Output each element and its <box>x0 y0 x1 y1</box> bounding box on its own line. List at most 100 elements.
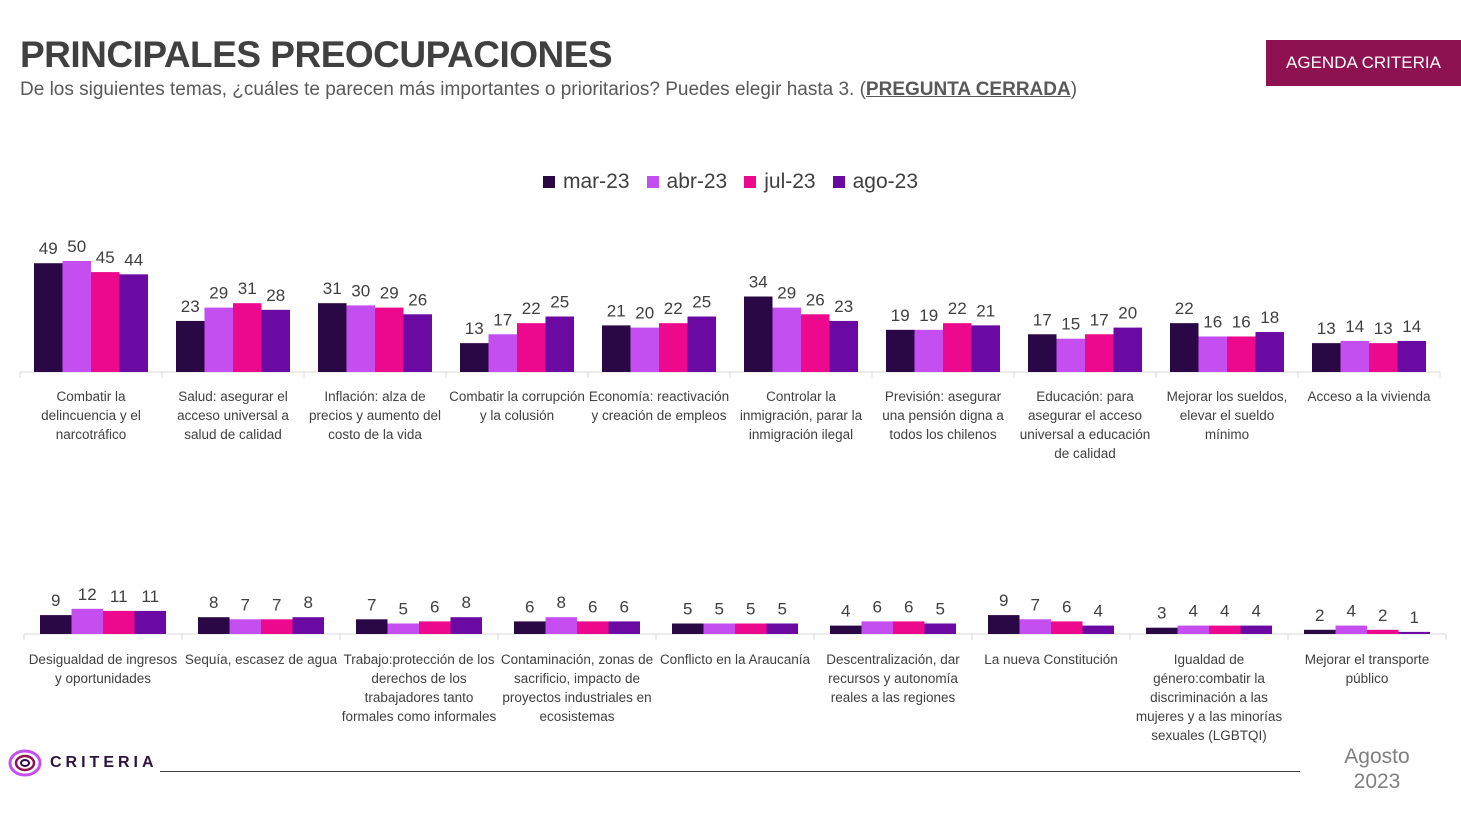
bar-ago-23 <box>924 623 956 634</box>
legend-item-ago-23: ago-23 <box>832 170 918 194</box>
bar-abr-23 <box>630 327 659 372</box>
bar-value-label: 8 <box>209 593 218 612</box>
bar-ago-23 <box>971 325 1000 372</box>
legend-swatch <box>543 176 555 188</box>
category-label: Sequía, escasez de agua <box>184 652 338 667</box>
bar-jul-23 <box>517 323 546 372</box>
bar-jul-23 <box>659 323 688 372</box>
category-label: Conflicto en la Araucanía <box>659 652 811 667</box>
category-label: Trabajo:protección de los derechos de lo… <box>341 652 497 724</box>
agenda-criteria-badge: AGENDA CRITERIA <box>1266 40 1461 86</box>
legend-item-mar-23: mar-23 <box>543 170 630 194</box>
bar-ago-23 <box>119 274 148 372</box>
bar-value-label: 7 <box>367 595 376 614</box>
bar-mar-23 <box>830 625 862 634</box>
bar-mar-23 <box>356 619 388 634</box>
bar-value-label: 4 <box>841 602 850 621</box>
bar-abr-23 <box>62 261 91 372</box>
bar-jul-23 <box>375 307 404 372</box>
bar-value-label: 4 <box>1094 602 1103 621</box>
bar-value-label: 2 <box>1315 606 1324 625</box>
bar-ago-23 <box>1398 631 1430 634</box>
bar-value-label: 22 <box>1175 299 1194 318</box>
bar-mar-23 <box>1170 323 1199 372</box>
bar-mar-23 <box>672 623 704 634</box>
bar-value-label: 8 <box>462 593 471 612</box>
bar-value-label: 8 <box>304 593 313 612</box>
bar-value-label: 20 <box>1118 304 1137 323</box>
category-label: Mejorar el transporte público <box>1304 652 1430 686</box>
bar-value-label: 28 <box>266 286 285 305</box>
bar-value-label: 6 <box>620 597 629 616</box>
legend-label: mar-23 <box>563 170 630 193</box>
bar-jul-23 <box>233 303 262 372</box>
bar-mar-23 <box>1304 629 1336 634</box>
bar-value-label: 25 <box>692 293 711 312</box>
category-label: Contaminación, zonas de sacrificio, impa… <box>500 652 654 724</box>
bar-abr-23 <box>772 307 801 372</box>
bar-ago-23 <box>1113 327 1142 372</box>
bar-value-label: 26 <box>408 290 427 309</box>
bar-abr-23 <box>861 621 893 634</box>
bar-mar-23 <box>744 296 773 372</box>
bar-jul-23 <box>1227 336 1256 372</box>
bar-ago-23 <box>687 316 716 372</box>
bar-ago-23 <box>292 617 324 634</box>
page-subtitle: De los siguientes temas, ¿cuáles te pare… <box>20 79 1077 101</box>
bar-ago-23 <box>450 617 482 634</box>
category-label: La nueva Constitución <box>984 652 1118 667</box>
bar-value-label: 31 <box>238 279 257 298</box>
legend-swatch <box>744 176 757 188</box>
report-date: Agosto 2023 <box>1318 744 1436 794</box>
bar-value-label: 5 <box>746 600 755 619</box>
bar-mar-23 <box>34 263 63 372</box>
bar-value-label: 13 <box>465 319 484 338</box>
bar-ago-23 <box>1397 340 1426 372</box>
bar-value-label: 11 <box>110 587 128 606</box>
bar-ago-23 <box>766 623 798 634</box>
bar-value-label: 17 <box>493 310 512 329</box>
bar-value-label: 3 <box>1157 604 1166 623</box>
bar-value-label: 15 <box>1061 315 1080 334</box>
bar-abr-23 <box>1198 336 1227 372</box>
bar-value-label: 6 <box>525 597 534 616</box>
bar-ago-23 <box>261 309 290 372</box>
footer-divider <box>160 771 1300 772</box>
bar-value-label: 4 <box>1220 602 1229 621</box>
bar-mar-23 <box>40 615 72 634</box>
report-month: Agosto <box>1344 745 1410 768</box>
bar-jul-23 <box>1085 334 1114 372</box>
bar-mar-23 <box>1312 343 1341 372</box>
category-label: Inflación: alza de precios y aumento del… <box>308 389 442 442</box>
subtitle-emphasis: PREGUNTA CERRADA <box>865 79 1071 100</box>
category-label: Combatir la corrupción y la colusión <box>449 389 585 423</box>
bar-value-label: 5 <box>936 600 945 619</box>
category-label: Combatir la delincuencia y el narcotráfi… <box>41 389 141 442</box>
bar-value-label: 1 <box>1410 608 1419 627</box>
bar-ago-23 <box>1240 625 1272 634</box>
bar-abr-23 <box>1019 619 1051 634</box>
bar-abr-23 <box>914 329 943 372</box>
bar-jul-23 <box>1209 625 1241 634</box>
bar-jul-23 <box>801 314 830 372</box>
legend-label: ago-23 <box>852 170 918 193</box>
bar-value-label: 5 <box>399 600 408 619</box>
bar-value-label: 6 <box>904 597 913 616</box>
bar-ago-23 <box>545 316 574 372</box>
subtitle-text: De los siguientes temas, ¿cuáles te pare… <box>20 79 866 100</box>
bar-value-label: 13 <box>1317 319 1336 338</box>
bar-abr-23 <box>1340 340 1369 372</box>
bar-value-label: 21 <box>607 301 626 320</box>
bar-value-label: 14 <box>1345 317 1364 336</box>
bar-value-label: 4 <box>1252 602 1261 621</box>
bar-value-label: 6 <box>1062 597 1071 616</box>
bar-value-label: 20 <box>635 304 654 323</box>
bar-value-label: 29 <box>209 284 228 303</box>
bar-jul-23 <box>577 621 609 634</box>
bar-value-label: 2 <box>1378 606 1387 625</box>
bar-value-label: 5 <box>683 600 692 619</box>
bar-jul-23 <box>1051 621 1083 634</box>
bar-value-label: 22 <box>664 299 683 318</box>
bar-value-label: 5 <box>778 600 787 619</box>
bar-value-label: 22 <box>948 299 967 318</box>
